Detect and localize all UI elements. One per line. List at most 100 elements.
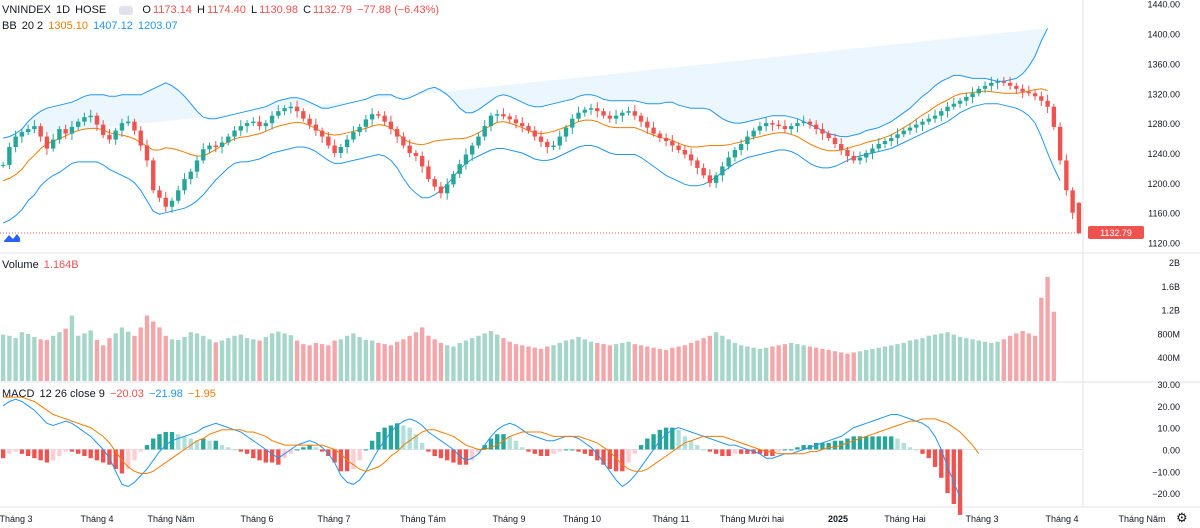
candle-body bbox=[820, 129, 825, 134]
volume-bar bbox=[876, 347, 881, 381]
candle-body bbox=[670, 141, 675, 146]
time-axis-label: Tháng 6 bbox=[240, 514, 273, 524]
candle-body bbox=[626, 111, 631, 113]
macd-histogram-bar bbox=[826, 442, 831, 450]
macd-histogram-bar bbox=[319, 449, 325, 452]
candle-body bbox=[932, 115, 938, 119]
candle-body bbox=[588, 108, 594, 110]
candle-body bbox=[50, 139, 56, 149]
candle-body bbox=[982, 85, 988, 89]
volume-bar bbox=[701, 338, 706, 381]
macd-histogram-bar bbox=[44, 449, 50, 463]
time-axis-label: Tháng Hai bbox=[884, 514, 926, 524]
volume-bar bbox=[482, 333, 487, 381]
candle-body bbox=[151, 160, 156, 191]
macd-histogram-bar bbox=[957, 449, 963, 515]
volume-bar bbox=[751, 347, 756, 381]
volume-bar bbox=[176, 339, 181, 381]
macd-histogram-bar bbox=[376, 432, 381, 450]
candle-body bbox=[113, 130, 118, 140]
candle-body bbox=[876, 144, 881, 149]
macd-histogram-bar bbox=[757, 449, 763, 454]
macd-histogram-bar bbox=[369, 440, 375, 450]
macd-histogram-bar bbox=[588, 449, 594, 456]
candle-body bbox=[169, 200, 175, 207]
candle-body bbox=[864, 152, 869, 158]
volume-bar bbox=[113, 333, 118, 381]
volume-bar bbox=[19, 332, 25, 381]
candle-body bbox=[1051, 106, 1057, 127]
macd-histogram-bar bbox=[795, 447, 800, 450]
candle-body bbox=[770, 123, 775, 125]
candle-body bbox=[438, 186, 444, 194]
candle-body bbox=[219, 142, 225, 148]
macd-histogram-bar bbox=[107, 449, 112, 465]
volume-legend[interactable]: Volume 1.164B bbox=[2, 258, 81, 272]
candle-body bbox=[226, 136, 231, 143]
macd-histogram-bar bbox=[244, 449, 250, 454]
bb-name: BB bbox=[2, 20, 17, 32]
macd-histogram-bar bbox=[25, 449, 31, 456]
volume-bar bbox=[732, 342, 738, 381]
candle-body bbox=[613, 115, 619, 119]
macd-histogram-bar bbox=[920, 449, 925, 454]
volume-bar bbox=[263, 336, 268, 381]
volume-bar bbox=[557, 342, 562, 381]
volume-tick-label: 1.2B bbox=[1161, 306, 1180, 316]
macd-histogram-bar bbox=[926, 449, 931, 459]
symbol-label[interactable]: VNINDEX bbox=[2, 4, 51, 16]
candle-body bbox=[394, 129, 400, 137]
candle-body bbox=[726, 157, 731, 167]
volume-bar bbox=[957, 336, 963, 381]
volume-bar bbox=[457, 342, 462, 381]
candle-body bbox=[870, 148, 875, 153]
candle-body bbox=[845, 150, 850, 156]
candle-body bbox=[957, 100, 963, 104]
candle-body bbox=[751, 130, 756, 137]
macd-legend[interactable]: MACD 12 26 close 9 −20.03 −21.98 −1.95 bbox=[2, 387, 218, 401]
candle-body bbox=[238, 126, 243, 131]
interval-label[interactable]: 1D bbox=[55, 4, 71, 16]
macd-histogram-bar bbox=[495, 434, 500, 450]
volume-bar bbox=[989, 342, 994, 381]
price-tick-label: 1400.00 bbox=[1147, 30, 1180, 40]
tradingview-logo-icon[interactable] bbox=[3, 230, 21, 244]
macd-histogram-bar bbox=[632, 449, 638, 454]
candle-body bbox=[201, 149, 206, 161]
settings-gear-icon[interactable]: ⚙ bbox=[1176, 510, 1188, 525]
volume-bar bbox=[313, 342, 319, 381]
volume-bar bbox=[901, 342, 906, 381]
time-axis-label: Tháng 3 bbox=[0, 514, 33, 524]
volume-bar bbox=[88, 330, 93, 381]
candle-body bbox=[369, 114, 375, 120]
volume-bar bbox=[282, 333, 287, 381]
volume-bar bbox=[726, 339, 731, 381]
bb-legend[interactable]: BB 20 2 1305.10 1407.12 1203.07 bbox=[2, 19, 180, 33]
candle-body bbox=[1057, 126, 1063, 161]
volume-bar bbox=[663, 350, 669, 381]
time-axis-label: Tháng 9 bbox=[492, 514, 525, 524]
macd-histogram-bar bbox=[188, 438, 193, 450]
volume-bar bbox=[269, 333, 275, 381]
candle-body bbox=[926, 118, 931, 122]
volume-bar bbox=[645, 346, 650, 381]
macd-histogram-bar bbox=[19, 449, 25, 454]
candle-body bbox=[538, 136, 544, 142]
macd-histogram-bar bbox=[50, 449, 56, 461]
candle-body bbox=[269, 115, 275, 124]
macd-histogram-bar bbox=[38, 449, 43, 461]
macd-histogram-bar bbox=[545, 449, 550, 456]
macd-histogram-bar bbox=[257, 449, 262, 461]
volume-bar bbox=[138, 327, 143, 381]
macd-histogram-bar bbox=[176, 434, 181, 450]
collapse-icon[interactable] bbox=[119, 5, 134, 15]
macd-histogram-bar bbox=[207, 440, 212, 450]
candle-body bbox=[707, 175, 713, 183]
candle-body bbox=[1070, 190, 1075, 213]
volume-bar bbox=[407, 335, 412, 381]
exchange-label: HOSE bbox=[75, 4, 107, 16]
volume-name: Volume bbox=[2, 259, 39, 271]
volume-bar bbox=[488, 331, 494, 381]
candle-body bbox=[276, 111, 281, 116]
